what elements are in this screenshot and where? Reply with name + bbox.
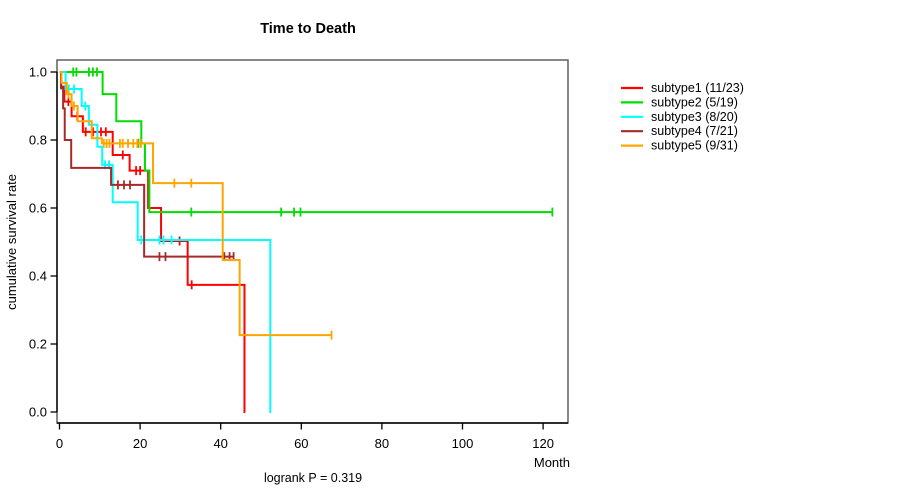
x-tick-label: 100 — [452, 436, 474, 451]
logrank-annotation: logrank P = 0.319 — [264, 471, 362, 485]
y-tick-label: 0.8 — [29, 133, 47, 148]
x-tick-label: 80 — [375, 436, 389, 451]
x-tick-label: 40 — [213, 436, 227, 451]
series-subtype2 — [59, 67, 554, 217]
km-curve-subtype5 — [59, 71, 332, 337]
censor-marks-subtype1 — [67, 97, 193, 290]
y-axis-ticks: 0.0 0.2 0.4 0.6 0.8 1.0 — [29, 65, 57, 420]
y-tick-label: 0.0 — [29, 405, 47, 420]
legend-item-subtype5: subtype5 (9/31) — [621, 139, 738, 153]
y-tick-label: 1.0 — [29, 65, 47, 80]
y-tick-label: 0.2 — [29, 337, 47, 352]
censor-marks-subtype4 — [117, 180, 235, 262]
legend-label-subtype1: subtype1 (11/23) — [651, 81, 744, 95]
x-axis-ticks: 0 20 40 60 80 100 120 — [56, 423, 554, 451]
x-axis-label: Month — [534, 455, 570, 470]
legend-item-subtype4: subtype4 (7/21) — [621, 124, 738, 138]
km-curve-subtype1 — [59, 71, 246, 413]
y-tick-label: 0.6 — [29, 201, 47, 216]
legend-item-subtype2: subtype2 (5/19) — [621, 95, 738, 109]
legend-item-subtype3: subtype3 (8/20) — [621, 110, 738, 124]
x-tick-label: 60 — [294, 436, 308, 451]
censor-marks-subtype5 — [67, 89, 333, 340]
y-axis-label: cumulative survival rate — [4, 174, 19, 310]
legend-label-subtype5: subtype5 (9/31) — [651, 139, 738, 153]
x-tick-label: 20 — [133, 436, 147, 451]
legend-label-subtype3: subtype3 (8/20) — [651, 110, 738, 124]
legend-item-subtype1: subtype1 (11/23) — [621, 81, 744, 95]
km-curve-subtype2 — [59, 71, 553, 214]
series-subtype1 — [59, 71, 246, 413]
legend-label-subtype4: subtype4 (7/21) — [651, 124, 738, 138]
survival-curves — [59, 67, 554, 413]
km-curve-subtype4 — [59, 71, 234, 258]
series-subtype5 — [59, 71, 333, 340]
plot-frame — [56, 59, 569, 424]
x-tick-label: 120 — [532, 436, 554, 451]
x-tick-label: 0 — [56, 436, 63, 451]
chart-title: Time to Death — [260, 21, 356, 37]
series-subtype4 — [59, 71, 235, 262]
y-tick-label: 0.4 — [29, 269, 47, 284]
legend-label-subtype2: subtype2 (5/19) — [651, 95, 738, 109]
censor-marks-subtype3 — [67, 84, 173, 245]
series-subtype3 — [59, 71, 272, 413]
legend: subtype1 (11/23) subtype2 (5/19) subtype… — [621, 81, 744, 153]
